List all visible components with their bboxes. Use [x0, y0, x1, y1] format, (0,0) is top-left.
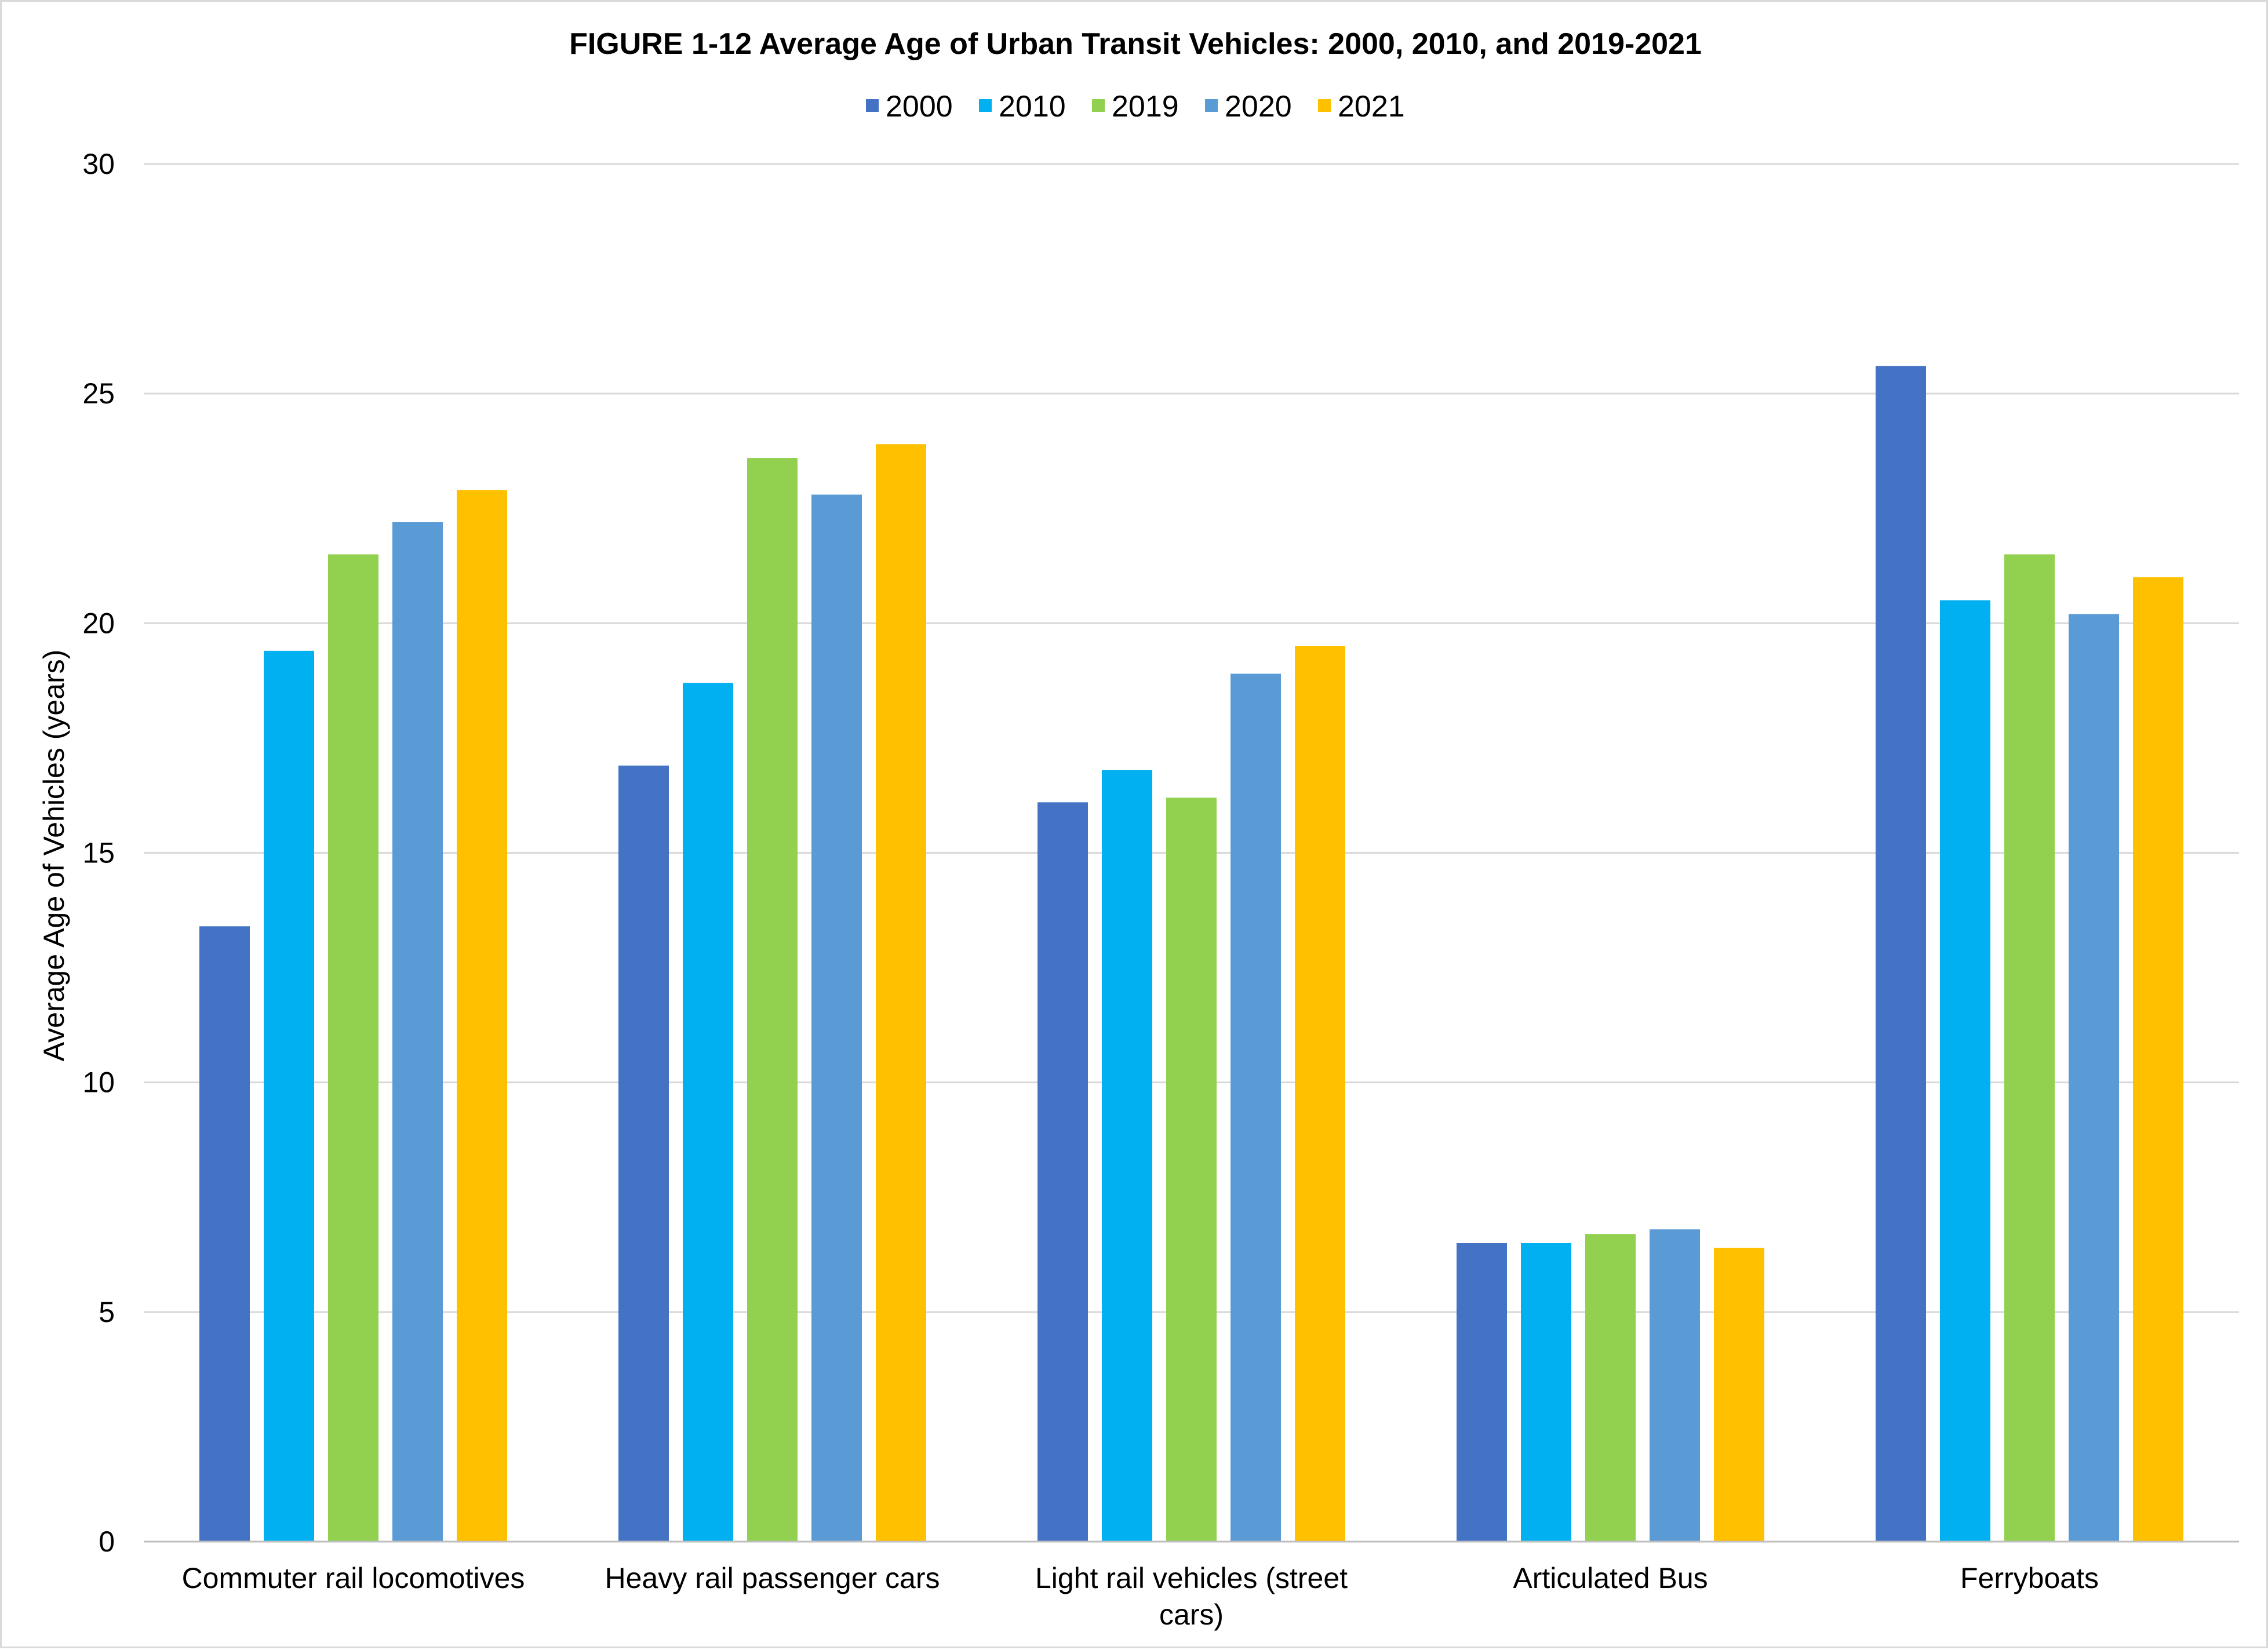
legend: 2000 2010 2019 2020 2021: [866, 90, 1405, 123]
bar-2010-3: [1521, 1243, 1571, 1542]
y-tick-label: 0: [99, 1525, 115, 1558]
bar-2020-0: [392, 522, 443, 1542]
bar-2020-2: [1231, 673, 1281, 1542]
legend-item-2021: 2021: [1318, 90, 1405, 123]
legend-label: 2020: [1225, 90, 1292, 123]
chart-title: FIGURE 1-12 Average Age of Urban Transit…: [569, 27, 1702, 61]
bar-2000-3: [1457, 1243, 1507, 1542]
bar-2020-4: [2069, 614, 2119, 1542]
bar-2000-1: [618, 765, 669, 1542]
bar-2021-1: [876, 444, 926, 1542]
x-tick-label: cars): [1159, 1598, 1224, 1631]
bar-2019-2: [1166, 797, 1217, 1542]
y-axis: 0 5 10 15 20 25 30: [82, 148, 115, 1558]
bar-2000-0: [199, 926, 250, 1542]
bar-2021-3: [1714, 1247, 1764, 1542]
bar-2010-2: [1102, 770, 1152, 1542]
bar-2010-1: [683, 683, 733, 1542]
legend-label: 2019: [1112, 90, 1179, 123]
legend-item-2010: 2010: [979, 90, 1066, 123]
legend-item-2020: 2020: [1205, 90, 1292, 123]
y-tick-label: 25: [82, 377, 115, 410]
y-tick-label: 20: [82, 607, 115, 639]
bar-2019-0: [328, 554, 378, 1542]
legend-swatch: [1205, 99, 1218, 112]
bar-2021-2: [1295, 646, 1345, 1542]
bar-2000-4: [1876, 366, 1926, 1542]
legend-item-2000: 2000: [866, 90, 953, 123]
legend-label: 2021: [1338, 90, 1405, 123]
bar-2019-1: [747, 458, 798, 1542]
legend-label: 2010: [999, 90, 1066, 123]
bar-2019-3: [1585, 1234, 1636, 1542]
x-axis: Commuter rail locomotives Heavy rail pass…: [182, 1562, 2099, 1631]
y-tick-label: 10: [82, 1066, 115, 1099]
bar-2010-0: [264, 650, 314, 1542]
legend-swatch: [1092, 99, 1105, 112]
x-tick-label: Commuter rail locomotives: [182, 1562, 525, 1594]
y-tick-label: 30: [82, 148, 115, 180]
legend-swatch: [1318, 99, 1331, 112]
legend-label: 2000: [886, 90, 953, 123]
y-axis-title: Average Age of Vehicles (years): [38, 650, 70, 1062]
legend-swatch: [979, 99, 992, 112]
bars: [199, 366, 2183, 1542]
legend-item-2019: 2019: [1092, 90, 1179, 123]
bar-2021-0: [457, 490, 507, 1542]
x-tick-label: Heavy rail passenger cars: [605, 1562, 940, 1594]
bar-2021-4: [2133, 577, 2183, 1542]
y-tick-label: 15: [82, 837, 115, 869]
bar-2019-4: [2004, 554, 2055, 1542]
x-tick-label: Light rail vehicles (street: [1035, 1562, 1348, 1594]
bar-2000-2: [1037, 802, 1088, 1542]
bar-2020-3: [1650, 1229, 1700, 1542]
x-tick-label: Articulated Bus: [1513, 1562, 1708, 1594]
bar-2010-4: [1940, 600, 1990, 1542]
legend-swatch: [866, 99, 879, 112]
bar-2020-1: [811, 494, 862, 1542]
x-tick-label: Ferryboats: [1960, 1562, 2099, 1594]
y-tick-label: 5: [99, 1296, 115, 1328]
